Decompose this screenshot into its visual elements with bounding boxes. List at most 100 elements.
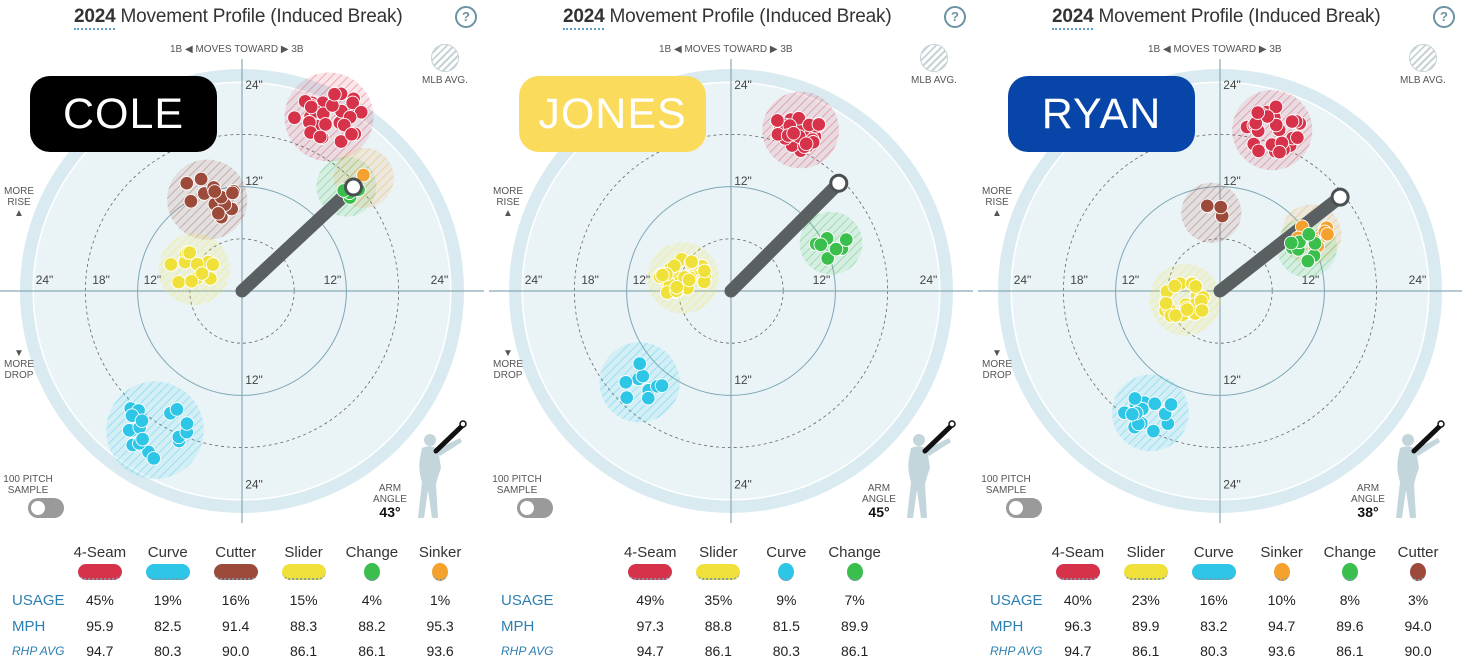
pitch-sample-toggle[interactable]	[28, 498, 64, 518]
pitch-dot-slider	[163, 257, 179, 272]
pitch-dot-curve	[169, 402, 185, 417]
toggle-knob[interactable]	[520, 501, 534, 515]
pitch-dot-curve	[654, 378, 670, 393]
rhp-avg-value: 93.6	[426, 643, 454, 659]
arm-angle-value: 45°	[868, 504, 890, 520]
pitch-color-swatch	[66, 561, 134, 587]
pitch-dot-sinker	[1320, 227, 1335, 242]
ring-label-right12: 12"	[324, 273, 342, 287]
pitch-dot-cutter	[211, 206, 226, 221]
pitch-dot-cutter	[1199, 198, 1215, 214]
rhp-avg-row-label: RHP AVG	[501, 644, 554, 658]
pitch-sample-toggle[interactable]	[517, 498, 553, 518]
arm-angle-bar	[235, 180, 360, 298]
mph-row-label: MPH	[990, 617, 1024, 635]
pitch-sample-label: 100 PITCH SAMPLE	[3, 474, 53, 496]
ring-label-top12: 12"	[1223, 174, 1241, 188]
pitch-type-header: Change	[828, 544, 881, 561]
help-icon[interactable]: ?	[455, 6, 477, 28]
rhp-avg-value: 90.0	[222, 643, 250, 659]
down-arrow-icon: ▼	[992, 348, 1002, 359]
mph-value: 95.3	[426, 618, 454, 634]
pitch-swatch-sinker	[1273, 562, 1290, 581]
pitch-color-swatch	[1112, 561, 1180, 587]
usage-value: 10%	[1267, 592, 1296, 608]
moves-toward-label: 1B ◀ MOVES TOWARD ▶ 3B	[170, 44, 304, 55]
usage-value: 16%	[1199, 592, 1228, 608]
pitch-dot-slider	[669, 279, 684, 295]
panel-ryan: 2024 Movement Profile (Induced Break) ? …	[978, 0, 1467, 669]
usage-value: 19%	[153, 592, 182, 608]
mph-row-label: MPH	[12, 617, 46, 635]
rhp-avg-value: 94.7	[636, 643, 664, 659]
pitch-swatch-4-seam	[1055, 563, 1100, 580]
pitch-dot-4-seam	[1272, 144, 1287, 160]
pitch-dot-curve	[179, 416, 195, 431]
usage-value: 40%	[1063, 592, 1092, 608]
pitch-dot-4-seam	[1250, 105, 1266, 120]
usage-row-label: USAGE	[990, 591, 1043, 609]
panel-cole: 2024 Movement Profile (Induced Break) ? …	[0, 0, 489, 669]
usage-value: 23%	[1131, 592, 1160, 608]
ring-label-bot12: 12"	[734, 373, 752, 387]
toggle-knob[interactable]	[31, 501, 45, 515]
pitch-type-header: Curve	[766, 544, 807, 561]
pitch-stats-table: 4-Seam Slider Curve Change USAGE 49% 35% 9% 7% MP…	[489, 537, 889, 663]
pitch-dot-4-seam	[318, 117, 333, 132]
pitch-dot-slider	[184, 273, 199, 289]
pitch-dot-4-seam	[327, 86, 342, 102]
pitch-type-header: Sinker	[418, 544, 462, 561]
ring-label-top24: 24"	[734, 78, 752, 92]
usage-value: 45%	[85, 592, 114, 608]
pitch-type-header: Cutter	[1397, 544, 1439, 561]
pitch-dot-4-seam	[313, 129, 328, 145]
pitch-dot-curve	[1146, 423, 1161, 439]
pitch-swatch-curve	[145, 563, 190, 580]
rhp-avg-value: 80.3	[1200, 643, 1228, 659]
pitch-dot-slider	[1179, 302, 1195, 317]
pitch-swatch-4-seam	[628, 563, 673, 580]
pitch-swatch-change	[846, 562, 863, 581]
rhp-avg-row-label: RHP AVG	[12, 644, 65, 658]
ring-label-top12: 12"	[734, 174, 752, 188]
toggle-knob[interactable]	[1009, 501, 1023, 515]
pitch-type-header: Curve	[147, 544, 188, 561]
ring-label-left24: 24"	[36, 273, 54, 287]
ring-label-left24: 24"	[525, 273, 543, 287]
rhp-avg-value: 86.1	[840, 643, 869, 659]
pitch-dot-4-seam	[786, 126, 801, 141]
pitch-dot-cutter	[225, 185, 240, 201]
ring-label-right12: 12"	[813, 273, 831, 287]
pitch-color-swatch	[338, 561, 407, 587]
usage-value: 8%	[1339, 592, 1360, 608]
table-corner	[978, 537, 1044, 561]
mph-value: 88.8	[704, 618, 732, 634]
hatch-swatch-icon	[431, 44, 459, 72]
pitch-dot-curve	[1163, 397, 1179, 412]
pitch-type-header: Change	[345, 544, 399, 561]
mph-value: 81.5	[772, 618, 800, 634]
help-icon[interactable]: ?	[944, 6, 966, 28]
rhp-avg-value: 94.7	[86, 643, 114, 659]
arm-angle-value: 43°	[379, 504, 401, 520]
table-corner	[0, 561, 66, 587]
pitch-color-swatch	[684, 561, 752, 587]
usage-value: 16%	[221, 592, 250, 608]
mph-row-label: MPH	[501, 617, 535, 635]
pitcher-silhouette-icon	[418, 420, 467, 518]
more-drop-label: ▼ MORE DROP	[4, 348, 34, 381]
pitch-dot-slider	[681, 272, 697, 288]
usage-value: 49%	[636, 592, 665, 608]
pitch-dot-change	[839, 232, 854, 247]
movement-chart: 24" 12" 12" 24" 24" 18" 12" 12" 24"	[0, 59, 484, 523]
ring-label-right24: 24"	[1409, 273, 1427, 287]
usage-value: 35%	[704, 592, 733, 608]
help-icon[interactable]: ?	[1433, 6, 1455, 28]
pitcher-name-badge: JONES	[519, 76, 706, 152]
pitch-dot-curve	[618, 375, 634, 390]
pitch-sample-toggle[interactable]	[1006, 498, 1042, 518]
arm-angle-value: 38°	[1357, 504, 1379, 520]
pitch-dot-4-seam	[333, 134, 349, 149]
hatch-swatch-icon	[920, 44, 948, 72]
pitch-dot-4-seam	[811, 117, 827, 132]
